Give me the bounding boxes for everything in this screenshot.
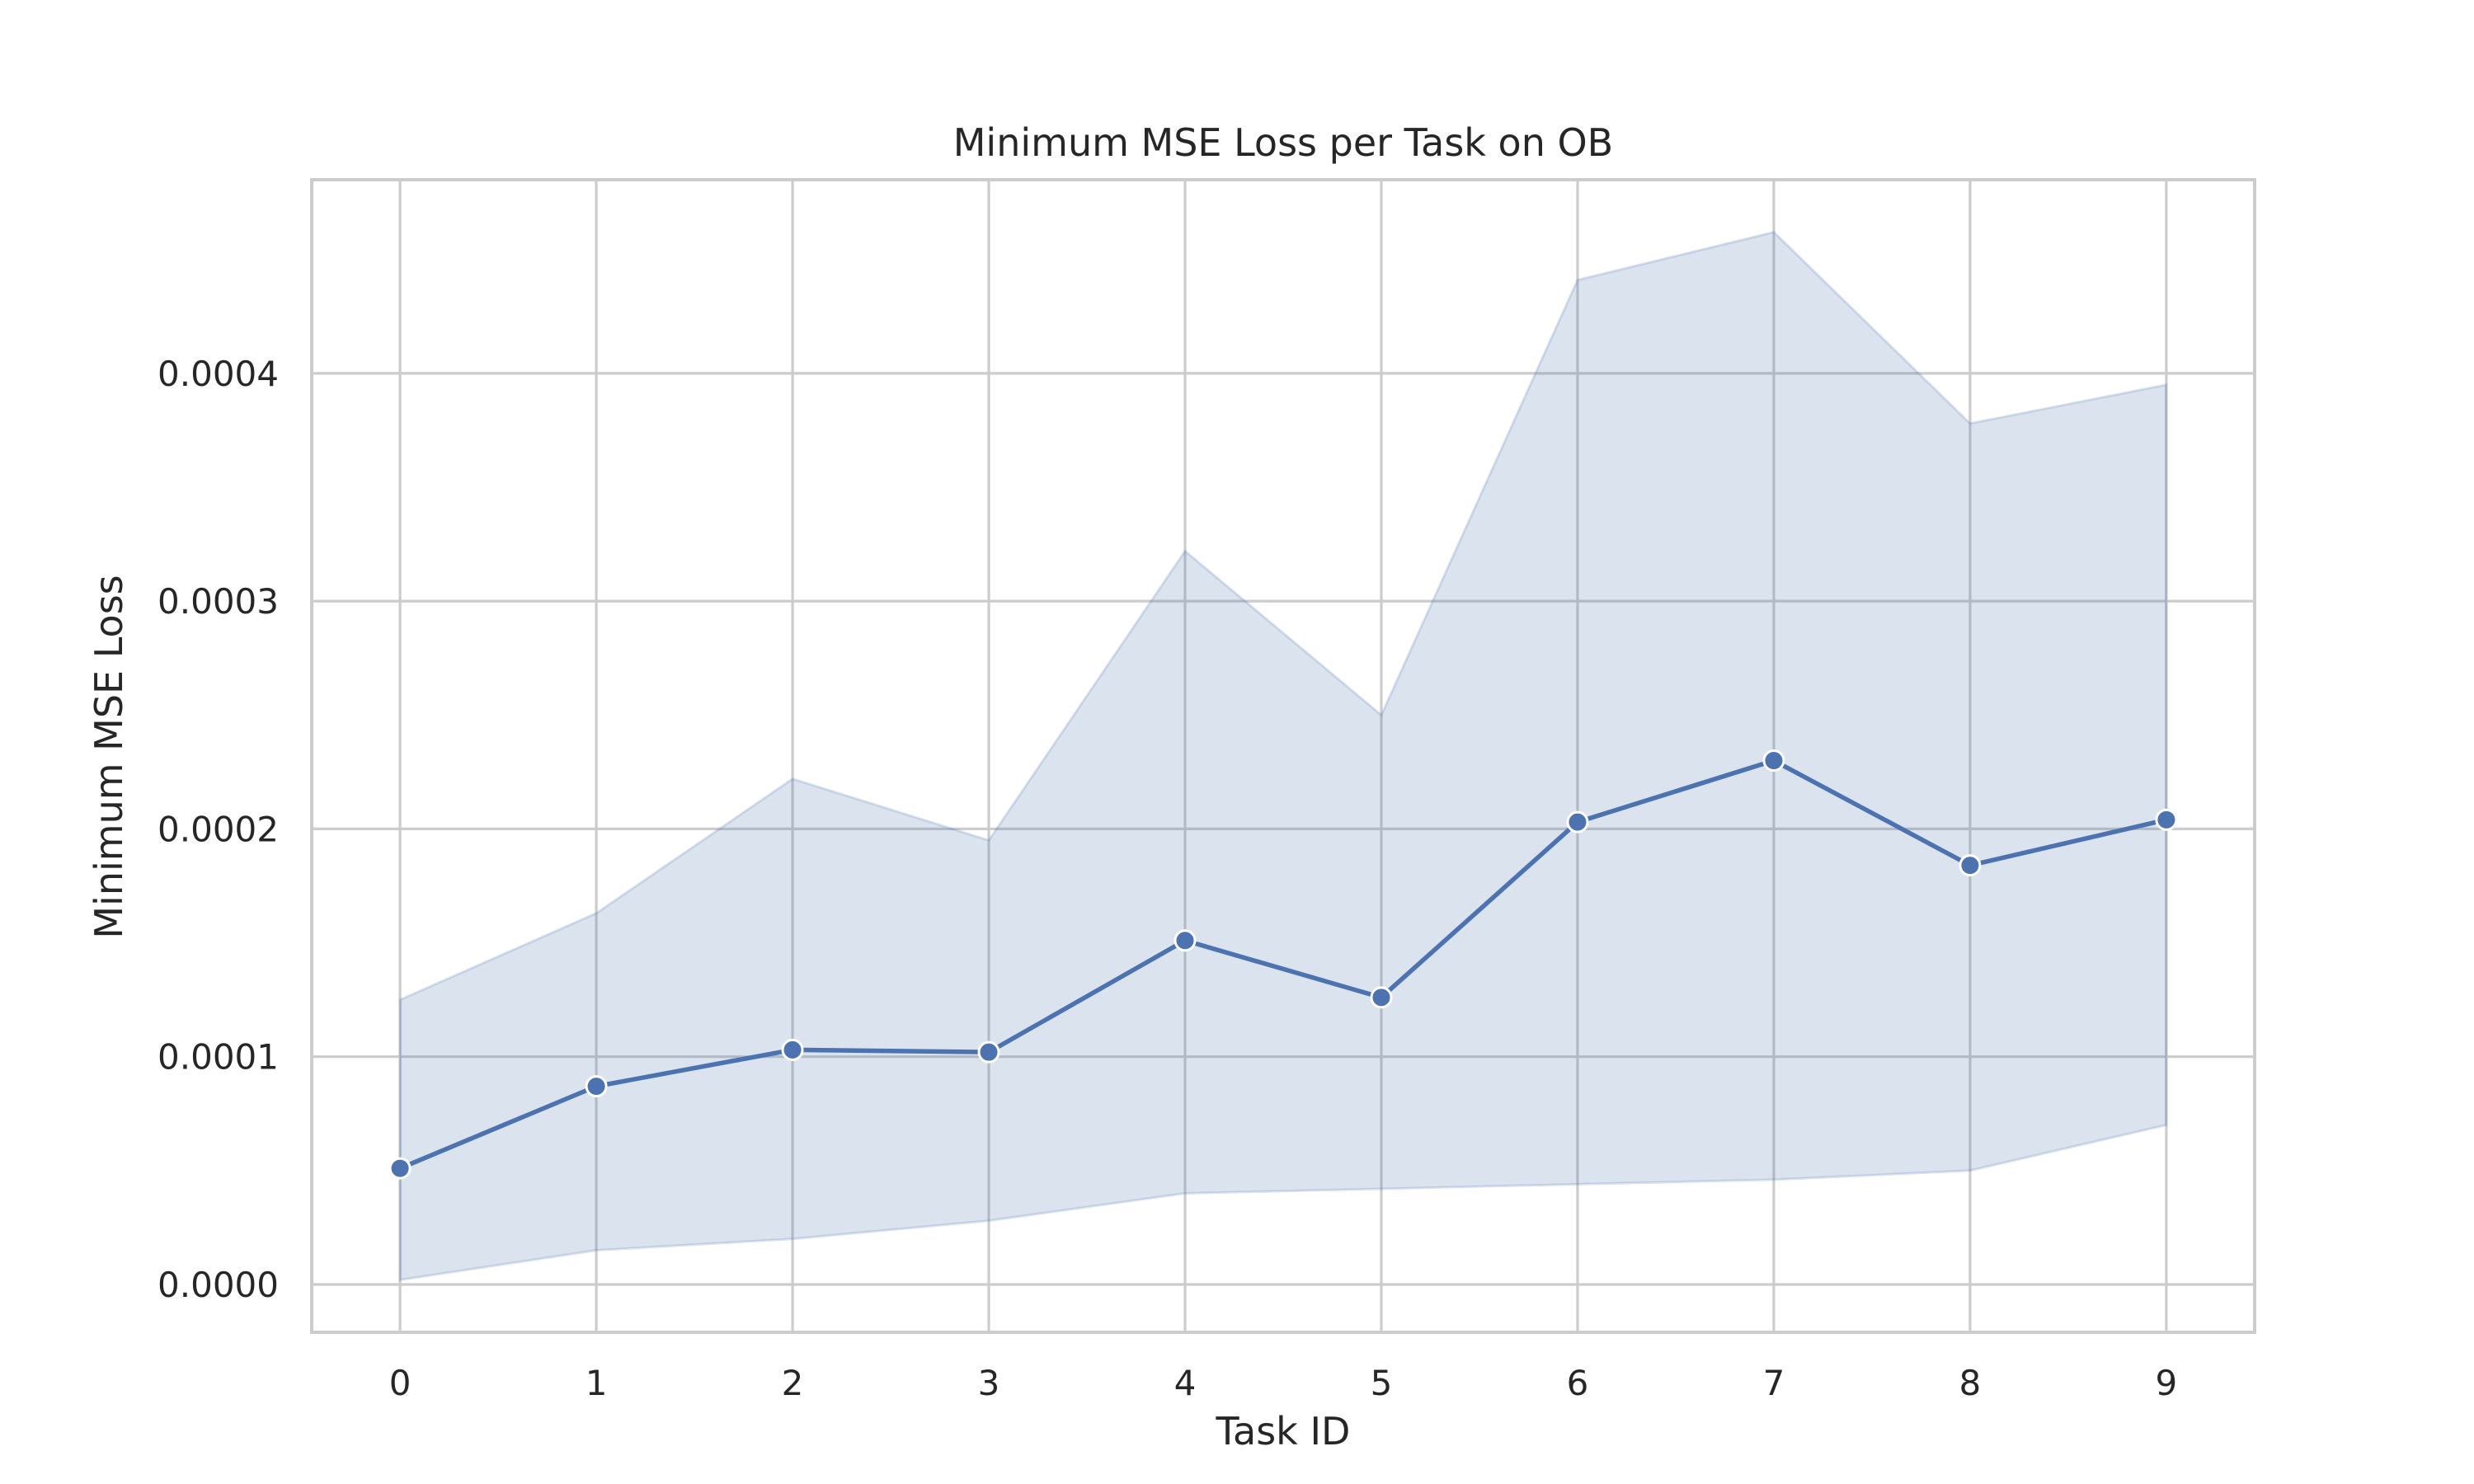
data-point: [1566, 810, 1589, 834]
plot-frame: [310, 178, 2256, 1334]
y-axis-label: Minimum MSE Loss: [87, 575, 131, 938]
data-point: [1959, 854, 1982, 877]
y-tick-label: 0.0001: [158, 1037, 279, 1078]
data-point: [388, 1157, 412, 1180]
series-line: [397, 758, 2169, 1171]
data-point: [1174, 929, 1197, 952]
x-tick-label: 9: [2156, 1363, 2178, 1403]
y-tick-label: 0.0004: [158, 354, 279, 394]
data-point: [1762, 749, 1785, 773]
y-tick-label: 0.0000: [158, 1265, 279, 1305]
x-tick-label: 8: [1959, 1363, 1982, 1403]
series-markers: [388, 749, 2178, 1180]
y-tick-label: 0.0003: [158, 581, 279, 622]
data-point: [1370, 986, 1393, 1009]
x-tick-label: 1: [586, 1363, 608, 1403]
y-tick-label: 0.0002: [158, 809, 279, 849]
x-tick-label: 7: [1763, 1363, 1785, 1403]
data-point: [781, 1038, 804, 1061]
x-tick-label: 4: [1174, 1363, 1197, 1403]
x-tick-label: 3: [978, 1363, 1000, 1403]
data-point: [977, 1040, 1000, 1064]
x-tick-labels: 0 1 2 3 4 5 6 7 8 9: [389, 1363, 2178, 1403]
y-grid: [312, 372, 2255, 1286]
y-tick-labels: 0.0000 0.0001 0.0002 0.0003 0.0004: [158, 354, 279, 1305]
confidence-band: [398, 230, 2168, 1282]
x-axis-label: Task ID: [1216, 1409, 1351, 1453]
x-grid: [398, 180, 2168, 1332]
x-tick-label: 6: [1567, 1363, 1589, 1403]
data-point: [585, 1075, 608, 1098]
data-point: [2155, 808, 2178, 831]
x-tick-label: 2: [782, 1363, 804, 1403]
chart-title: Minimum MSE Loss per Task on OB: [953, 120, 1614, 165]
x-tick-label: 0: [389, 1363, 412, 1403]
x-tick-label: 5: [1371, 1363, 1393, 1403]
